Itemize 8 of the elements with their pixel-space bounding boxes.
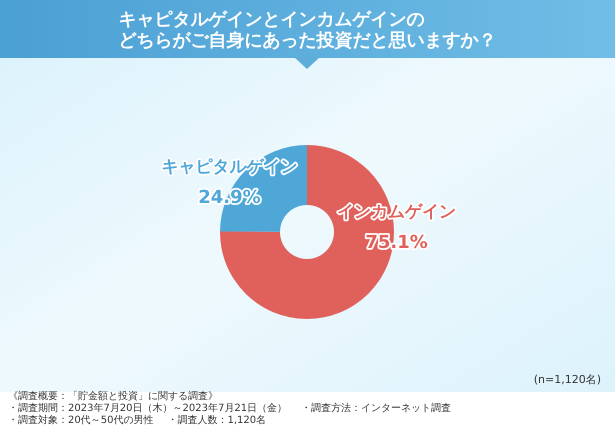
text: ・調査方法：インターネット調査 — [301, 402, 452, 414]
text: ・調査人数：1,120名 — [167, 414, 266, 426]
text: 《調査概要：「貯金額と投資」に関する調査》 — [8, 390, 218, 402]
text: ・調査対象：20代～50代の男性 — [8, 414, 154, 426]
text: (n=1,120名) — [534, 373, 601, 386]
title: キャピタルゲインとインカムゲインのどちらがご自身にあった投資だと思いますか？ — [118, 9, 496, 51]
slice-label: キャピタルゲイン — [161, 157, 298, 178]
text: ・調査期間：2023年7月20日（木）～2023年7月21日（金） — [8, 402, 288, 414]
